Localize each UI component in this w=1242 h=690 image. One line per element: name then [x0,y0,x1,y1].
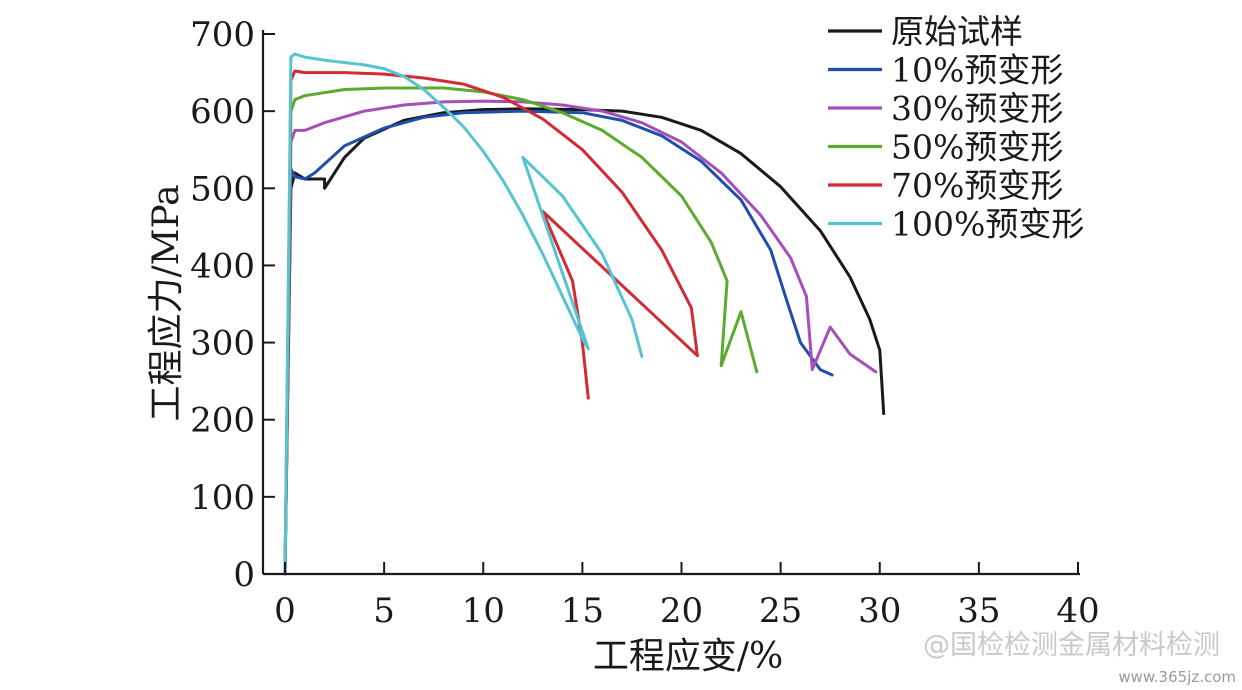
y-tick-label: 500 [190,169,255,209]
series-line-2 [283,99,878,576]
x-tick-label: 40 [1056,591,1099,631]
y-tick-label: 400 [190,246,255,286]
plot-lines [283,52,886,576]
watermark-text: @国检检测金属材料检测 [923,630,1220,661]
y-tick-label: 600 [190,92,255,132]
legend-label-1: 10%预变形 [891,51,1063,90]
y-tick-label: 0 [233,555,255,595]
legend-label-0: 原始试样 [891,12,1023,51]
series-line-5 [283,52,644,576]
x-tick-label: 15 [561,591,604,631]
axes: 0 100 200 300 400 500 600 700 0 5 10 15 20 25 30 35 40 [190,15,1100,631]
x-tick-label: 20 [660,591,703,631]
x-axis-title: 工程应变/% [593,636,783,677]
y-tick-label: 700 [190,15,255,55]
y-axis-title: 工程应力/MPa [146,184,187,421]
x-tick-label: 10 [462,591,505,631]
series-line-1 [283,109,834,576]
series-line-3 [283,86,759,576]
y-tick-label: 300 [190,324,255,364]
legend-label-2: 30%预变形 [891,89,1063,128]
y-tick-label: 200 [190,401,255,441]
x-tick-label: 0 [274,591,296,631]
x-tick-label: 30 [858,591,901,631]
x-tick-label: 5 [373,591,395,631]
x-tick-label: 25 [759,591,802,631]
legend-label-4: 70%预变形 [891,166,1063,205]
y-tick-label: 100 [190,478,255,518]
legend-label-3: 50%预变形 [891,128,1063,167]
legend-label-5: 100%预变形 [891,205,1084,244]
x-tick-label: 35 [957,591,1000,631]
watermark-url: www.365jz.com [1118,668,1236,686]
